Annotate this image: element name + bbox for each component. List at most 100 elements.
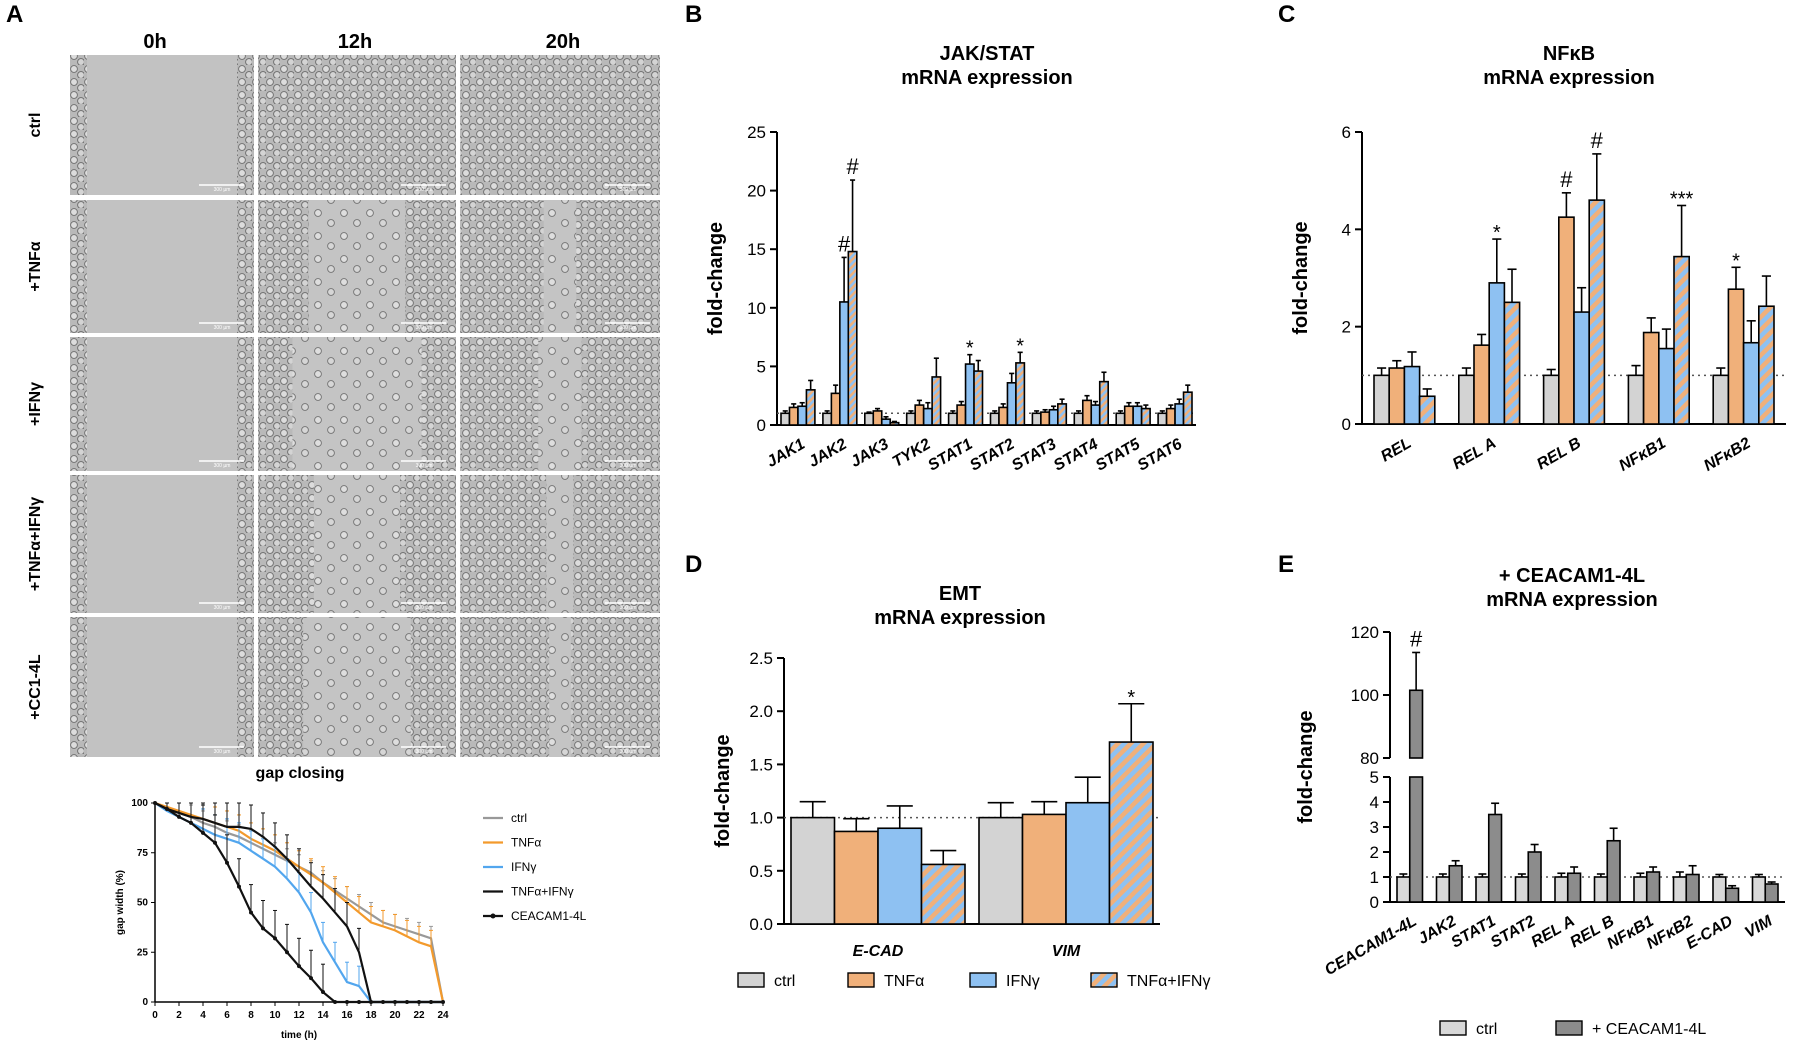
bar-IFNγ <box>1573 311 1590 425</box>
y-tick-label: 25 <box>137 947 149 958</box>
scratch-gap <box>313 475 401 613</box>
scratch-gap <box>292 337 422 471</box>
chart-title: mRNA expression <box>901 67 1073 89</box>
scratch-gap <box>543 200 577 333</box>
y-axis-label: fold-change <box>1295 710 1317 823</box>
bar-ctrl <box>1458 374 1475 425</box>
bar-ctrl <box>978 816 1024 925</box>
series-point <box>309 976 313 981</box>
scale-bar-label: 300 µm <box>416 463 433 469</box>
bar-TNFα <box>1727 288 1745 425</box>
bar-IFNγ <box>1065 801 1111 925</box>
series-point <box>381 1000 385 1004</box>
bar-ctrl <box>1712 876 1727 903</box>
x-axis-label: time (h) <box>281 1030 317 1041</box>
chart-title: mRNA expression <box>874 607 1046 629</box>
scale-bar-label: 300 µm <box>620 187 637 193</box>
bar-IFNγ <box>1658 347 1675 425</box>
bar-TNFα+IFNγ <box>931 376 942 426</box>
bar-ctrl <box>1396 876 1411 903</box>
y-tick-label: 50 <box>137 898 149 909</box>
y-tick-label: 5 <box>757 357 766 376</box>
x-tick-label: 8 <box>248 1010 254 1021</box>
y-tick-label: 2.5 <box>749 649 773 668</box>
bar-TNFα+IFNγ <box>973 370 984 426</box>
bar-upper-+ CEACAM1-4L <box>1408 689 1424 759</box>
bar-+ CEACAM1-4L <box>1685 873 1700 903</box>
category-label: E-CAD <box>1683 913 1736 953</box>
scratch-gap <box>87 475 237 613</box>
bar-ctrl <box>1672 876 1688 903</box>
series-point <box>153 801 157 805</box>
micrograph-tile <box>258 55 456 195</box>
scratch-gap <box>549 617 571 757</box>
series-point <box>273 936 277 941</box>
row-label: +CC1-4L <box>27 654 44 720</box>
series-point <box>321 990 325 995</box>
bar-ctrl <box>863 412 875 426</box>
bar-TNFα+IFNγ <box>805 389 816 426</box>
chart-title: mRNA expression <box>1486 589 1658 611</box>
y-tick-label: 5 <box>1370 768 1379 787</box>
significance-marker: # <box>1591 128 1604 153</box>
scratch-gap <box>303 617 411 757</box>
x-tick-label: 24 <box>437 1010 449 1021</box>
microscopy-grid: ctrl 300 µm 300 µm 300 µm +TNFα 300 µm 300 µm 3… <box>27 55 660 757</box>
bar-ctrl <box>1633 876 1648 903</box>
scale-bar-label: 300 µm <box>214 463 231 469</box>
bar-TNFα <box>1021 813 1067 925</box>
bar-TNFα+IFNγ <box>1673 255 1690 425</box>
legend-swatch <box>1090 972 1118 988</box>
scratch-gap <box>538 337 582 471</box>
series-point <box>345 1000 349 1004</box>
legend-marker <box>490 913 496 919</box>
x-tick-label: 16 <box>341 1010 353 1021</box>
bar-ctrl <box>1373 374 1390 425</box>
category-label: CEACAM1-4L <box>1322 913 1420 979</box>
legend-label: ctrl <box>774 973 795 990</box>
x-tick-label: 12 <box>293 1010 305 1021</box>
y-axis-label: gap width (%) <box>115 870 126 935</box>
significance-marker: # <box>1410 626 1423 651</box>
bar-TNFα+IFNγ <box>1140 407 1151 426</box>
bar-TNFα <box>956 404 967 426</box>
bar-ctrl <box>1031 412 1042 426</box>
scale-bar-label: 300 µm <box>620 463 637 469</box>
bar-IFNγ <box>1742 341 1760 425</box>
y-tick-label: 0 <box>757 416 766 435</box>
bar-TNFα <box>833 830 879 925</box>
series-point <box>213 840 217 845</box>
y-tick-label: 100 <box>1351 686 1379 705</box>
bar-IFNγ <box>877 827 923 925</box>
significance-marker: * <box>966 338 974 360</box>
category-label: VIM <box>1052 943 1081 960</box>
bar-IFNγ <box>1090 404 1101 426</box>
category-label: JAK1 <box>764 436 808 471</box>
series-point <box>225 860 229 865</box>
bar-ctrl <box>1593 876 1609 903</box>
legend-label: CEACAM1-4L <box>511 909 587 923</box>
series-line-ctrl <box>154 802 445 1003</box>
series-point <box>249 910 253 915</box>
significance-marker: * <box>1127 687 1135 709</box>
series-point <box>165 806 169 811</box>
series-point <box>297 964 301 969</box>
bar-TNFα <box>872 410 883 426</box>
significance-marker: * <box>1732 250 1740 272</box>
bar-TNFα+IFNγ <box>1015 362 1026 426</box>
bar-ctrl <box>1514 876 1530 903</box>
bar-TNFα+IFNγ <box>1758 305 1775 425</box>
category-label: STAT4 <box>1051 436 1101 475</box>
bar-TNFα <box>830 392 841 426</box>
series-point <box>393 1000 397 1004</box>
row-label: ctrl <box>27 113 44 138</box>
series-point <box>417 1000 421 1004</box>
series-point <box>261 926 265 931</box>
significance-marker: * <box>1493 222 1501 244</box>
column-label-12h: 12h <box>338 31 372 53</box>
category-label: REL A <box>1528 913 1577 951</box>
significance-marker: # <box>846 154 859 179</box>
bar-TNFα <box>914 404 925 426</box>
bar-ctrl <box>1475 876 1490 903</box>
